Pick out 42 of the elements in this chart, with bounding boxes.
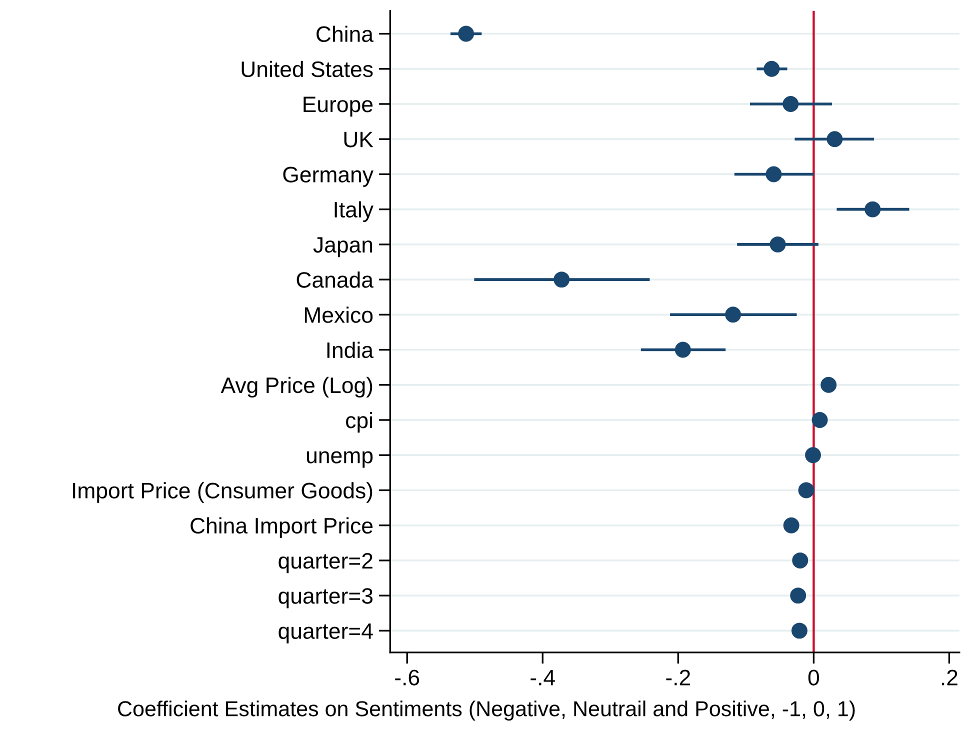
point <box>554 272 570 288</box>
x-tick-label: 0 <box>808 670 819 686</box>
y-tick-label: quarter=3 <box>278 588 373 608</box>
x-tick-label: -.2 <box>666 670 690 686</box>
x-tick-label: -.4 <box>530 670 555 686</box>
x-axis-title: Coefficient Estimates on Sentiments (Negative, Neutrail and Positive, -1, 0, 1) <box>118 700 855 721</box>
y-tick-label: Italy <box>334 201 374 222</box>
y-tick-label: Mexico <box>304 306 373 323</box>
point <box>805 447 821 464</box>
x-tick-label: .2 <box>942 670 958 686</box>
y-tick-label: Avg Price (Log) <box>220 376 372 398</box>
y-tick-label: China Import Price <box>190 517 373 538</box>
y-tick-label: Japan <box>313 237 372 258</box>
y-tick-label: unemp <box>307 451 373 468</box>
point <box>764 60 780 77</box>
y-tick-label: Germany <box>283 166 374 187</box>
y-tick-label: quarter=2 <box>278 552 372 574</box>
point <box>812 412 828 428</box>
point <box>792 552 808 568</box>
point <box>458 26 474 42</box>
point <box>798 482 814 498</box>
point <box>770 236 786 252</box>
point <box>766 166 782 182</box>
y-tick-label: Import Price (Cnsumer Goods) <box>73 482 372 503</box>
point <box>826 131 843 148</box>
y-tick-label: Europe <box>304 96 373 117</box>
point <box>820 376 837 393</box>
y-tick-label: UK <box>344 132 374 148</box>
y-tick-label: United States <box>242 60 373 78</box>
y-tick-label: China <box>316 26 374 42</box>
point <box>725 306 742 323</box>
point <box>791 622 808 639</box>
y-tick-label: India <box>327 342 374 358</box>
y-tick-label: Canada <box>296 272 374 288</box>
point <box>864 201 881 218</box>
point <box>674 342 691 358</box>
point <box>790 588 806 604</box>
y-tick-label: cpi <box>346 412 372 433</box>
x-tick-label: -.6 <box>395 670 420 686</box>
y-tick-label: quarter=4 <box>278 623 373 644</box>
point <box>783 517 800 534</box>
point <box>782 96 799 112</box>
